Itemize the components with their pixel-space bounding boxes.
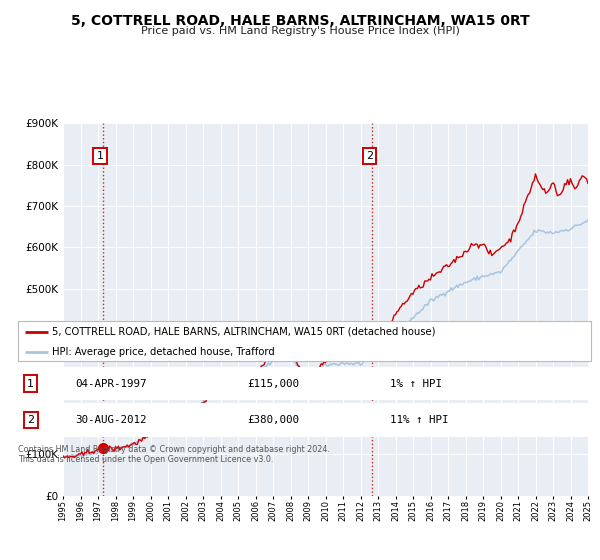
Text: 2: 2 <box>27 415 34 425</box>
Text: 30-AUG-2012: 30-AUG-2012 <box>76 415 147 425</box>
Text: 11% ↑ HPI: 11% ↑ HPI <box>391 415 449 425</box>
Text: HPI: Average price, detached house, Trafford: HPI: Average price, detached house, Traf… <box>52 347 275 357</box>
Text: Contains HM Land Registry data © Crown copyright and database right 2024.: Contains HM Land Registry data © Crown c… <box>18 445 330 454</box>
Text: Price paid vs. HM Land Registry's House Price Index (HPI): Price paid vs. HM Land Registry's House … <box>140 26 460 36</box>
Text: £115,000: £115,000 <box>247 379 299 389</box>
Text: £380,000: £380,000 <box>247 415 299 425</box>
Text: 5, COTTRELL ROAD, HALE BARNS, ALTRINCHAM, WA15 0RT (detached house): 5, COTTRELL ROAD, HALE BARNS, ALTRINCHAM… <box>52 327 436 337</box>
Text: 1: 1 <box>97 151 104 161</box>
Text: 04-APR-1997: 04-APR-1997 <box>76 379 147 389</box>
Text: 1: 1 <box>27 379 34 389</box>
Text: 1% ↑ HPI: 1% ↑ HPI <box>391 379 442 389</box>
Text: 5, COTTRELL ROAD, HALE BARNS, ALTRINCHAM, WA15 0RT: 5, COTTRELL ROAD, HALE BARNS, ALTRINCHAM… <box>71 14 529 28</box>
Text: This data is licensed under the Open Government Licence v3.0.: This data is licensed under the Open Gov… <box>18 455 274 464</box>
Text: 2: 2 <box>366 151 373 161</box>
